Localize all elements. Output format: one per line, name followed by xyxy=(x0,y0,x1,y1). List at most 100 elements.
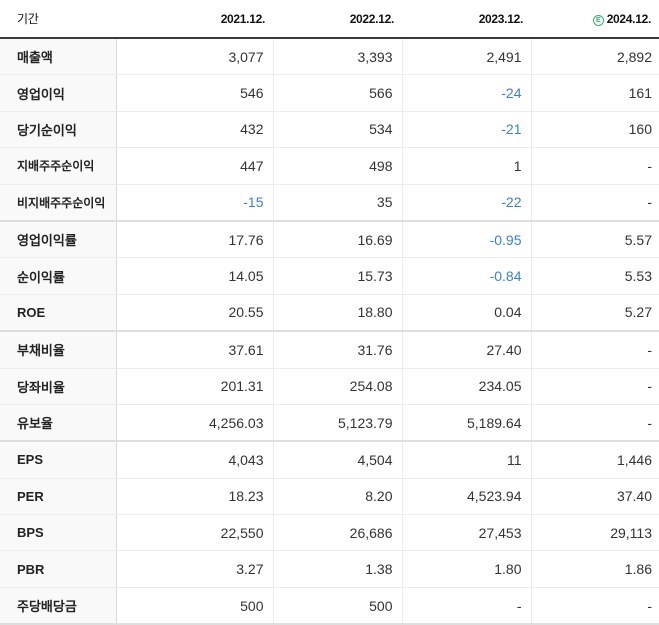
value-cell: 4,256.03 xyxy=(116,404,274,443)
value-cell: 534 xyxy=(273,111,403,149)
table-row: 부채비율 37.61 31.76 27.40- xyxy=(0,331,659,369)
table-row: BPS 22,550 26,686 27,453 29,113 xyxy=(0,514,659,552)
value-cell: -24 xyxy=(402,74,532,112)
value-cell: 254.08 xyxy=(273,368,403,405)
value-cell: 35 xyxy=(273,184,403,222)
table-row: 당좌비율 201.31 254.08 234.05- xyxy=(0,368,659,405)
row-label: 부채비율 xyxy=(0,331,117,369)
value-cell: 546 xyxy=(116,74,274,112)
table-row: 당기순이익 432 534 -21 160 xyxy=(0,111,659,149)
value-cell: -0.95 xyxy=(402,220,532,259)
value-cell: 27,453 xyxy=(402,514,532,552)
table-row: 영업이익 546 566 -24 161 xyxy=(0,74,659,112)
value-cell: 37.61 xyxy=(116,331,274,369)
row-label: 영업이익률 xyxy=(0,220,117,259)
table-row: 매출액 3,077 3,393 2,491 2,892 xyxy=(0,38,659,76)
value-cell: 5,189.64 xyxy=(402,404,532,443)
row-label: 비지배주주순이익 xyxy=(0,184,117,222)
value-cell: 234.05 xyxy=(402,368,532,405)
value-cell: - xyxy=(531,147,659,185)
value-cell: 2,491 xyxy=(402,38,532,76)
column-header-2022: 2022.12. xyxy=(273,0,402,39)
value-cell: 1.80 xyxy=(402,550,532,588)
row-label: PER xyxy=(0,478,117,516)
value-cell: 447 xyxy=(116,147,274,185)
table-row: 지배주주순이익 447 498 1- xyxy=(0,147,659,185)
value-cell: 17.76 xyxy=(116,220,274,259)
column-header-label: 2024.12. xyxy=(606,11,652,26)
row-label: 매출액 xyxy=(0,38,117,76)
value-cell: 3,077 xyxy=(116,38,274,76)
value-cell: 14.05 xyxy=(116,257,274,295)
value-cell: 1,446 xyxy=(531,441,659,479)
value-cell: 20.55 xyxy=(116,294,274,333)
estimate-icon: E xyxy=(592,14,604,26)
value-cell: 18.80 xyxy=(273,294,403,333)
row-label: 당좌비율 xyxy=(0,368,117,405)
value-cell: 26,686 xyxy=(273,514,403,552)
value-cell: 160 xyxy=(531,111,659,149)
table-row: 주당배당금 500 500- - xyxy=(0,587,659,625)
table-row: PER 18.23 8.20 4,523.94 37.40 xyxy=(0,478,659,516)
value-cell: 161 xyxy=(531,74,659,112)
table-row: 순이익률 14.05 15.73 -0.84 5.53 xyxy=(0,257,659,295)
value-cell: 500 xyxy=(116,587,274,625)
row-label: ROE xyxy=(0,294,117,333)
value-cell: - xyxy=(531,184,659,222)
value-cell: - xyxy=(531,331,659,369)
value-cell: 0.04 xyxy=(402,294,532,333)
value-cell: -21 xyxy=(402,111,532,149)
value-cell: -15 xyxy=(116,184,274,222)
value-cell: 566 xyxy=(273,74,403,112)
value-cell: 5.27 xyxy=(531,294,659,333)
row-label: 순이익률 xyxy=(0,257,117,295)
value-cell: 4,523.94 xyxy=(402,478,532,516)
table-row: 비지배주주순이익 -15 35 -22- xyxy=(0,184,659,222)
value-cell: 5.53 xyxy=(531,257,659,295)
period-header: 기간 xyxy=(0,0,116,39)
column-header-2021: 2021.12. xyxy=(116,0,273,39)
row-label: 유보율 xyxy=(0,404,117,443)
value-cell: 5,123.79 xyxy=(273,404,403,443)
row-label: BPS xyxy=(0,514,117,552)
row-label: EPS xyxy=(0,441,117,479)
column-header-label: 2023.12. xyxy=(478,11,524,26)
row-label: 지배주주순이익 xyxy=(0,147,117,185)
value-cell: 498 xyxy=(273,147,403,185)
column-header-2024-estimate: E 2024.12. xyxy=(531,0,659,39)
row-label: PBR xyxy=(0,550,117,588)
value-cell: 8.20 xyxy=(273,478,403,516)
value-cell: 5.57 xyxy=(531,220,659,259)
value-cell: -22 xyxy=(402,184,532,222)
value-cell: 29,113 xyxy=(531,514,659,552)
table-row: PBR 3.27 1.38 1.80 1.86 xyxy=(0,550,659,588)
value-cell: 18.23 xyxy=(116,478,274,516)
value-cell: 1.38 xyxy=(273,550,403,588)
value-cell: 432 xyxy=(116,111,274,149)
value-cell: 3,393 xyxy=(273,38,403,76)
row-label: 당기순이익 xyxy=(0,111,117,149)
value-cell: 27.40 xyxy=(402,331,532,369)
column-header-2023: 2023.12. xyxy=(402,0,531,39)
value-cell: 11 xyxy=(402,441,532,479)
value-cell: 31.76 xyxy=(273,331,403,369)
value-cell: 4,504 xyxy=(273,441,403,479)
value-cell: 1.86 xyxy=(531,550,659,588)
value-cell: 4,043 xyxy=(116,441,274,479)
value-cell: 3.27 xyxy=(116,550,274,588)
value-cell: 37.40 xyxy=(531,478,659,516)
value-cell: 2,892 xyxy=(531,38,659,76)
value-cell: 22,550 xyxy=(116,514,274,552)
value-cell: 16.69 xyxy=(273,220,403,259)
table-row: ROE 20.55 18.80 0.04 5.27 xyxy=(0,294,659,333)
table-row: 영업이익률 17.76 16.69 -0.95 5.57 xyxy=(0,220,659,259)
value-cell: 1 xyxy=(402,147,532,185)
table-row: EPS 4,043 4,504 11 1,446 xyxy=(0,441,659,479)
table-row: 유보율 4,256.03 5,123.79 5,189.64- xyxy=(0,404,659,443)
value-cell: -0.84 xyxy=(402,257,532,295)
value-cell: - xyxy=(531,587,659,625)
value-cell: 500 xyxy=(273,587,403,625)
column-header-label: 2021.12. xyxy=(220,11,266,26)
value-cell: 15.73 xyxy=(273,257,403,295)
